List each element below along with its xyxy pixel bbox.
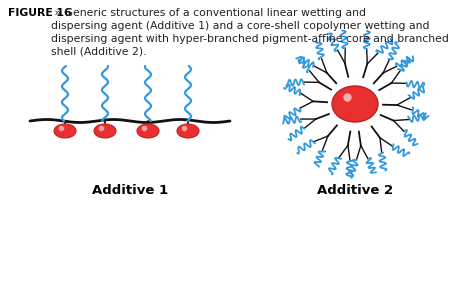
Text: Additive 1: Additive 1: [92, 184, 168, 197]
Ellipse shape: [137, 124, 159, 138]
Ellipse shape: [54, 124, 76, 138]
Text: FIGURE 16: FIGURE 16: [8, 8, 72, 18]
Text: Additive 2: Additive 2: [317, 184, 393, 197]
Ellipse shape: [332, 86, 378, 122]
Ellipse shape: [177, 124, 199, 138]
Ellipse shape: [94, 124, 116, 138]
Text: » Generic structures of a conventional linear wetting and
dispersing agent (Addi: » Generic structures of a conventional l…: [51, 8, 449, 56]
